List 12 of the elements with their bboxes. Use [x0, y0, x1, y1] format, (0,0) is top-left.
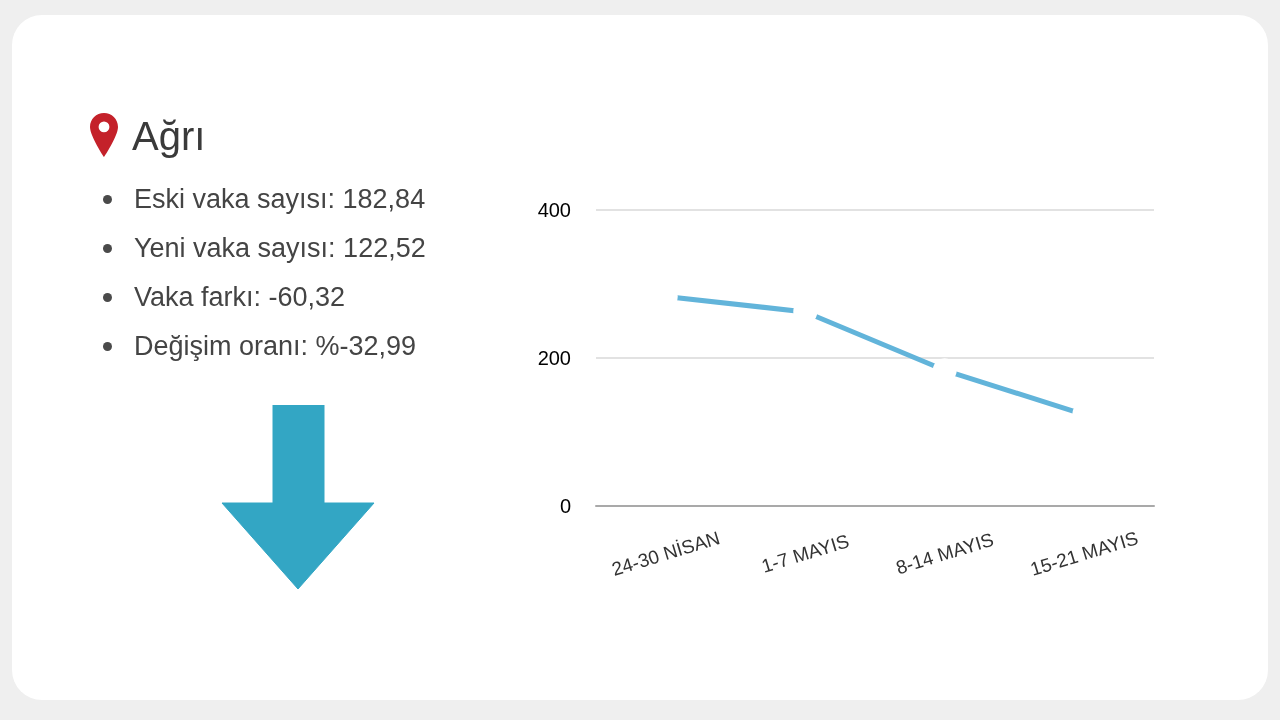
text: Ağrı: [132, 113, 206, 160]
text: Vaka farkı: -60,32: [134, 281, 346, 314]
y-tick-label: 200: [537, 346, 571, 369]
x-tick-label: 1-7 MAYIS: [758, 530, 852, 577]
text: Eski vaka sayısı: 182,84: [134, 183, 426, 216]
text: Yeni vaka sayısı: 122,52: [134, 232, 426, 265]
x-tick-label: 24-30 NİSAN: [609, 527, 723, 580]
x-tick-label: 8-14 MAYIS: [893, 528, 997, 579]
x-tick-label: 15-21 MAYIS: [1027, 527, 1141, 580]
y-tick-label: 400: [537, 199, 571, 221]
text: Değişim oranı: %-32,99: [134, 330, 417, 363]
y-tick-label: 0: [559, 494, 571, 517]
